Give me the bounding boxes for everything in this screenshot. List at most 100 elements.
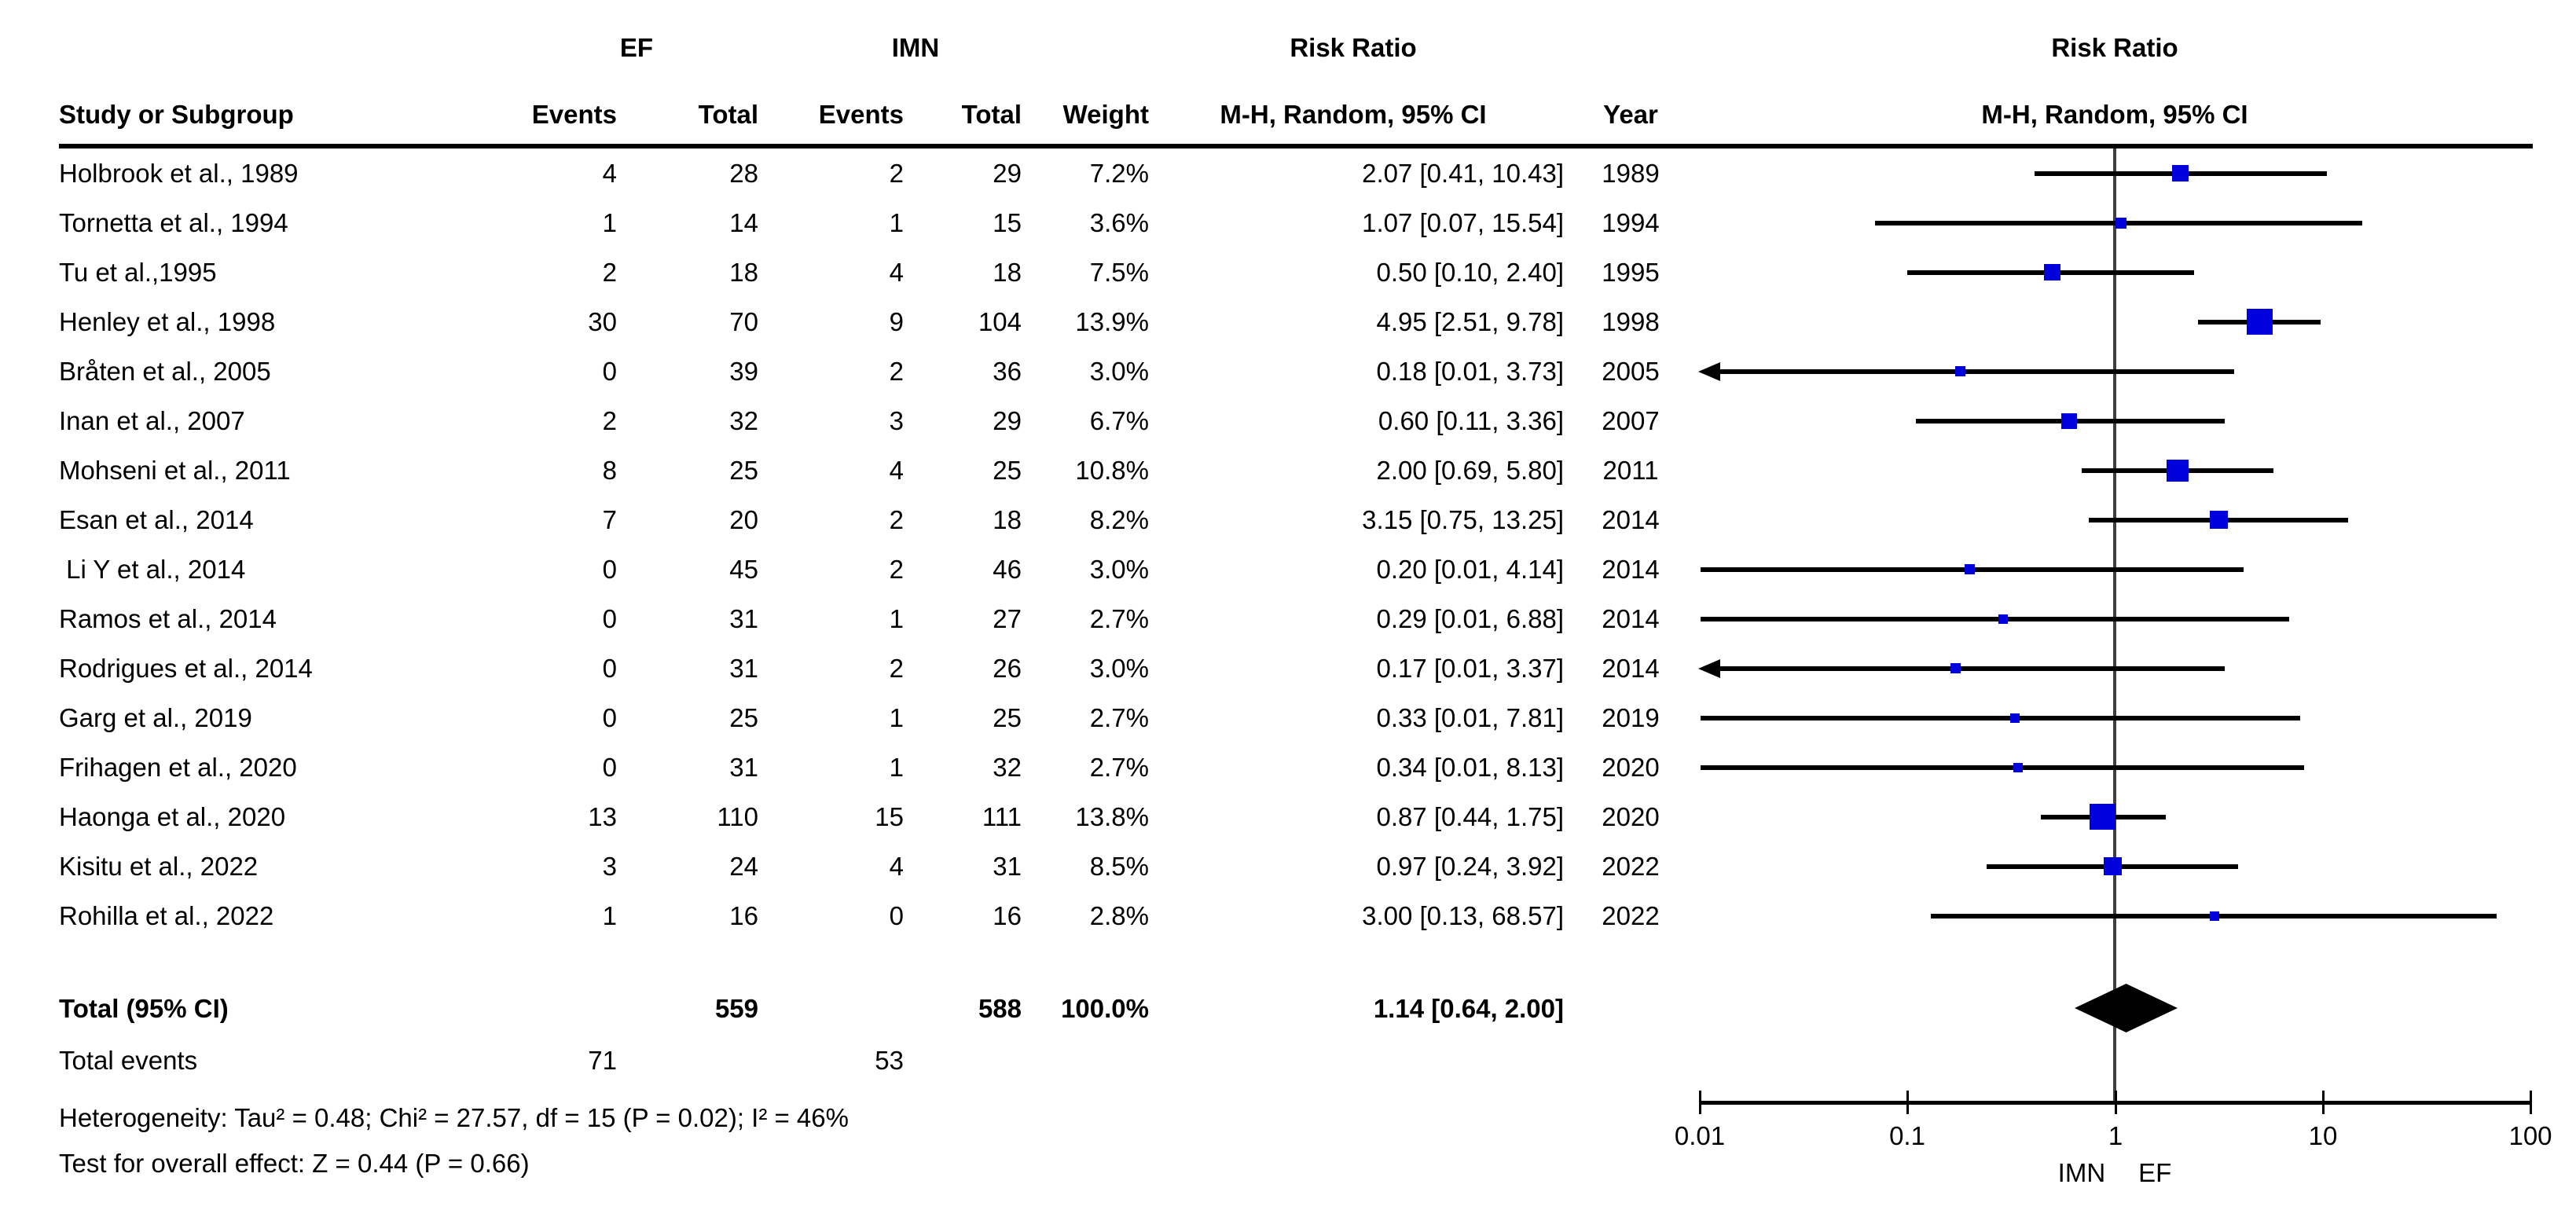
imn-events-cell: 1 (889, 207, 904, 237)
year-cell: 2014 (1602, 554, 1660, 584)
null-effect-line (2113, 148, 2116, 1102)
rr-ci-cell: 3.00 [0.13, 68.57] (1362, 900, 1564, 930)
study-row: Tornetta et al., 1994 1 14 1 15 3.6% 1.07 [0.0… (0, 198, 2576, 248)
imn-total-cell: 29 (993, 405, 1022, 435)
ef-total-cell: 39 (729, 356, 758, 386)
axis-tick-label: 100 (2508, 1121, 2552, 1150)
imn-events-cell: 2 (889, 653, 904, 683)
imn-events-cell: 15 (875, 801, 904, 831)
ef-events-cell: 2 (602, 405, 617, 435)
rr-ci-cell: 0.33 [0.01, 7.81] (1376, 702, 1564, 732)
total-events-label: Total events (59, 1046, 198, 1075)
effect-square (2044, 264, 2060, 280)
total-events-imn: 53 (875, 1046, 904, 1075)
imn-events-cell: 9 (889, 306, 904, 336)
imn-total-cell: 16 (993, 900, 1022, 930)
effect-square (2061, 413, 2077, 429)
ef-events-cell: 1 (602, 207, 617, 237)
study-name-cell: Bråten et al., 2005 (59, 356, 271, 386)
effect-square (2104, 857, 2122, 875)
study-name-cell: Rohilla et al., 2022 (59, 900, 274, 930)
study-row: Holbrook et al., 1989 4 28 2 29 7.2% 2.07 [0.4… (0, 148, 2576, 198)
year-cell: 2014 (1602, 504, 1660, 534)
total-weight: 100.0% (1061, 994, 1149, 1023)
imn-events-cell: 3 (889, 405, 904, 435)
year-cell: 2005 (1602, 356, 1660, 386)
rr-ci-cell: 0.97 [0.24, 3.92] (1376, 851, 1564, 881)
ef-total-cell: 31 (729, 653, 758, 683)
ef-events-cell: 13 (588, 801, 617, 831)
effect-square (2247, 309, 2273, 335)
study-row: Haonga et al., 2020 13 110 15 111 13.8% 0.87 [… (0, 792, 2576, 842)
ef-total-cell: 45 (729, 554, 758, 584)
ef-events-cell: 0 (602, 356, 617, 386)
imn-total-cell: 32 (993, 752, 1022, 782)
left-arrow-icon (1698, 658, 1720, 678)
year-cell: 2007 (1602, 405, 1660, 435)
year-column-label: Year (1603, 100, 1658, 129)
weight-cell: 6.7% (1089, 405, 1149, 435)
ef-total-cell: 24 (729, 851, 758, 881)
effect-square (2210, 911, 2219, 921)
favours-left-label: IMN (2057, 1158, 2106, 1187)
ci-line (1715, 666, 2225, 671)
header-rule (59, 144, 2533, 148)
study-name-cell: Holbrook et al., 1989 (59, 158, 299, 188)
ef-total-cell: 70 (729, 306, 758, 336)
ef-total-cell: 25 (729, 455, 758, 485)
imn-total-cell: 26 (993, 653, 1022, 683)
ef-total-cell: 25 (729, 702, 758, 732)
imn-events-cell: 2 (889, 504, 904, 534)
imn-events-cell: 1 (889, 603, 904, 633)
ef-total-cell: 18 (729, 257, 758, 287)
weight-cell: 3.0% (1089, 653, 1149, 683)
imn-events-cell: 4 (889, 455, 904, 485)
study-row: Tu et al.,1995 2 18 4 18 7.5% 0.50 [0.10, 2.40… (0, 248, 2576, 297)
study-row: Rohilla et al., 2022 1 16 0 16 2.8% 3.00 [0.13… (0, 891, 2576, 940)
year-cell: 2014 (1602, 603, 1660, 633)
study-name-cell: Rodrigues et al., 2014 (59, 653, 313, 683)
effect-square (2090, 804, 2115, 830)
study-row: Frihagen et al., 2020 0 31 1 32 2.7% 0.34 [0.0… (0, 742, 2576, 792)
study-name-cell: Inan et al., 2007 (59, 405, 245, 435)
study-name-cell: Frihagen et al., 2020 (59, 752, 297, 782)
axis-tick (1699, 1091, 1701, 1114)
weight-cell: 3.0% (1089, 554, 1149, 584)
imn-total-cell: 27 (993, 603, 1022, 633)
rr-ci-cell: 2.07 [0.41, 10.43] (1362, 158, 1564, 188)
ef-events-cell: 4 (602, 158, 617, 188)
imn-events-cell: 2 (889, 158, 904, 188)
imn-events-cell: 2 (889, 554, 904, 584)
axis-tick (2322, 1091, 2325, 1114)
rr-ci-cell: 0.18 [0.01, 3.73] (1376, 356, 1564, 386)
imn-total-column-label: Total (961, 100, 1022, 129)
study-row: Kisitu et al., 2022 3 24 4 31 8.5% 0.97 [0.24,… (0, 842, 2576, 891)
study-name-cell: Garg et al., 2019 (59, 702, 252, 732)
weight-cell: 2.7% (1089, 752, 1149, 782)
overall-effect-row: Test for overall effect: Z = 0.44 (P = 0… (0, 1142, 2576, 1186)
total-imn-n: 588 (978, 994, 1022, 1023)
total-events-ef: 71 (588, 1046, 617, 1075)
study-name-cell: Tornetta et al., 1994 (59, 207, 288, 237)
heterogeneity-text: Heterogeneity: Tau² = 0.48; Chi² = 27.57… (59, 1103, 849, 1132)
effect-square (1955, 366, 1965, 376)
study-name-cell: Tu et al.,1995 (59, 257, 217, 287)
rr-ci-cell: 0.87 [0.44, 1.75] (1376, 801, 1564, 831)
rr-ci-cell: 0.34 [0.01, 8.13] (1376, 752, 1564, 782)
imn-events-column-label: Events (818, 100, 904, 129)
imn-events-cell: 0 (889, 900, 904, 930)
year-cell: 1994 (1602, 207, 1660, 237)
study-name-cell: Haonga et al., 2020 (59, 801, 286, 831)
study-row: Inan et al., 2007 2 32 3 29 6.7% 0.60 [0.11, 3… (0, 396, 2576, 446)
effect-square (1965, 564, 1975, 574)
total-events-row: Total events 71 53 (0, 1039, 2576, 1083)
imn-total-cell: 104 (978, 306, 1022, 336)
axis-tick (2530, 1091, 2532, 1114)
header-column-row: Study or Subgroup Events Total Events To… (0, 90, 2576, 139)
study-row: Rodrigues et al., 2014 0 31 2 26 3.0% 0.17 [0.… (0, 644, 2576, 693)
study-row: Bråten et al., 2005 0 39 2 36 3.0% 0.18 [0.01,… (0, 346, 2576, 396)
total-rr-ci: 1.14 [0.64, 2.00] (1373, 994, 1564, 1023)
total-row: Total (95% CI) 559 588 100.0% 1.14 [0.64… (0, 984, 2576, 1034)
pooled-diamond (2075, 984, 2178, 1032)
